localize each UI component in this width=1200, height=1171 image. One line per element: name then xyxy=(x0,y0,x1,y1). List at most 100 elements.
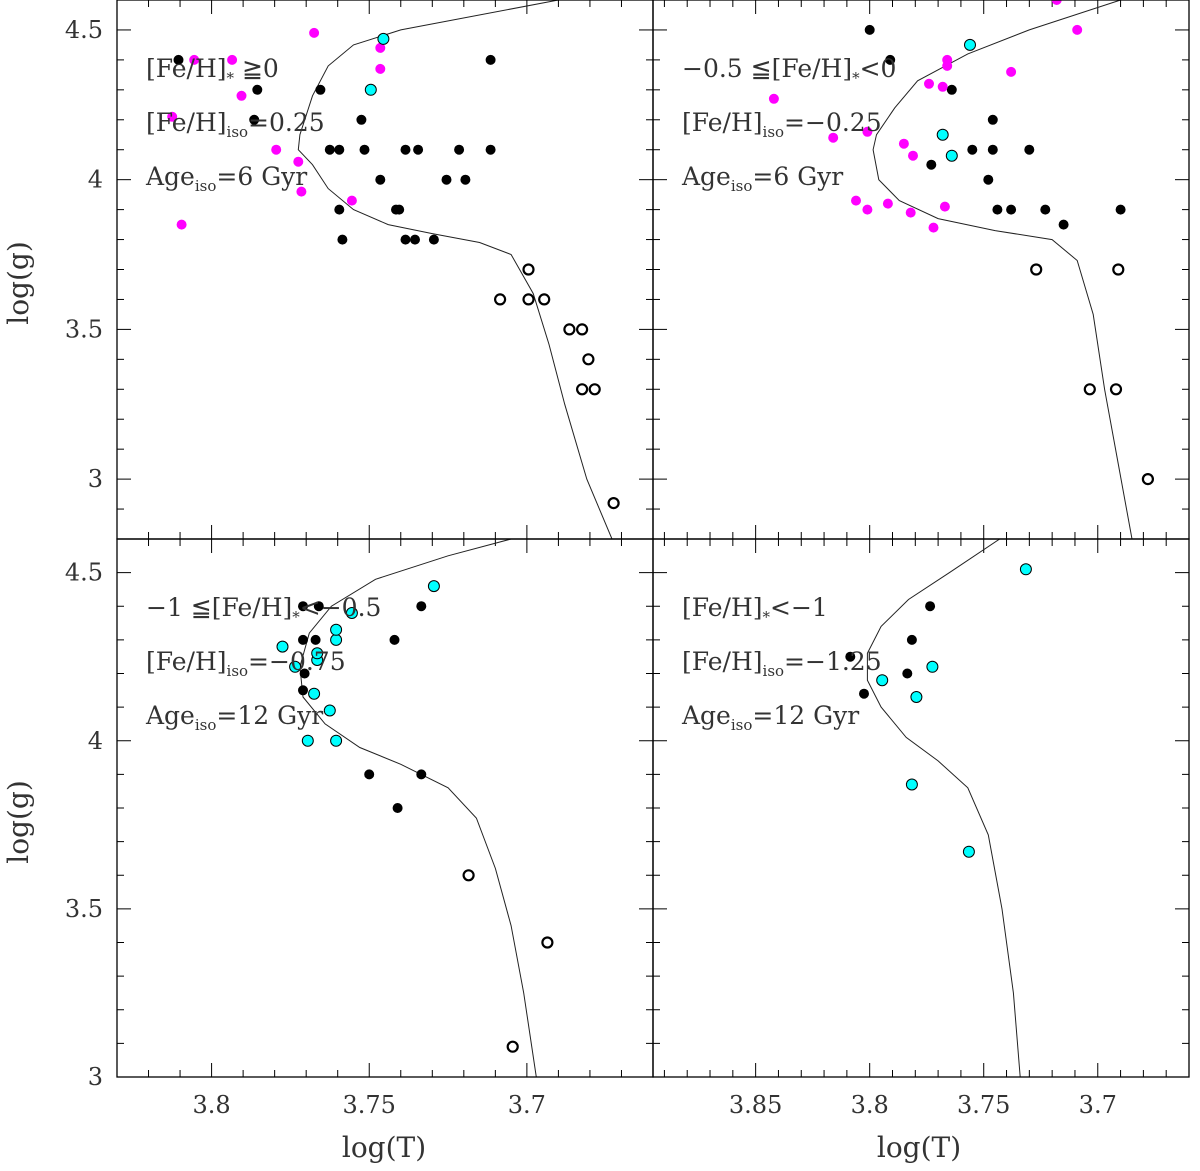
data-point-cyan xyxy=(962,845,975,858)
data-point-open xyxy=(522,293,535,306)
data-point-black xyxy=(845,651,856,662)
data-point-cyan xyxy=(276,640,289,653)
data-point-black xyxy=(485,144,496,155)
data-point-black xyxy=(1006,204,1017,215)
data-point-open xyxy=(575,323,589,336)
y-tick-label: 4.5 xyxy=(65,16,103,44)
data-point-magenta xyxy=(862,204,873,215)
x-tick-label: 3.75 xyxy=(343,1091,396,1119)
annotation-subscript: iso xyxy=(227,123,249,141)
annotation-main: Age xyxy=(681,701,731,730)
data-point-magenta xyxy=(937,81,948,92)
panel-bottom-right: 3.85 3.8 3.75 3.7[Fe/H]*<−1[Fe/H]iso=−1.25A… xyxy=(652,538,1190,1119)
annotation-subscript: * xyxy=(852,69,860,87)
data-point-open xyxy=(506,1040,519,1053)
annotation-main: −0.5 ≦[Fe/H] xyxy=(682,54,852,83)
data-point-black xyxy=(298,601,308,612)
data-point-cyan xyxy=(964,38,976,51)
annotation-main: [Fe/H] xyxy=(682,647,763,676)
data-point-cyan xyxy=(330,734,343,747)
data-point-black xyxy=(356,114,367,125)
data-point-black xyxy=(173,54,184,65)
data-point-black xyxy=(967,144,978,155)
data-point-black xyxy=(334,144,345,155)
annotation-rest: =12 Gyr xyxy=(216,701,323,730)
data-point-black xyxy=(400,144,411,155)
annotation-rest: =−0.75 xyxy=(248,647,346,676)
data-point-black xyxy=(410,234,420,245)
data-point-cyan xyxy=(330,623,343,636)
data-point-open xyxy=(522,263,535,276)
isochrone-line xyxy=(872,0,1133,539)
panel-annotation: −1 ≦[Fe/H]*<−0.5 xyxy=(146,593,381,626)
panel-annotation: Ageiso=12 Gyr xyxy=(145,701,323,734)
data-point-magenta xyxy=(1051,0,1062,5)
panel-annotation: Ageiso=12 Gyr xyxy=(681,701,859,734)
annotation-subscript: * xyxy=(292,608,300,626)
data-point-cyan xyxy=(910,691,923,703)
annotation-rest: =6 Gyr xyxy=(216,162,307,191)
annotation-subscript: iso xyxy=(731,716,753,734)
y-axis-title-top: log(g) xyxy=(2,241,35,325)
annotation-main: [Fe/H] xyxy=(682,593,763,622)
data-point-cyan xyxy=(1019,563,1032,576)
data-point-open xyxy=(462,869,475,882)
data-point-cyan xyxy=(926,660,939,673)
x-tick-label: 3.8 xyxy=(851,1091,889,1119)
y-tick-label: 4 xyxy=(88,166,103,194)
data-point-black xyxy=(946,84,957,95)
data-point-black xyxy=(249,114,260,125)
data-point-cyan xyxy=(345,607,358,619)
data-point-black xyxy=(416,769,427,780)
data-point-cyan xyxy=(308,687,321,700)
data-point-black xyxy=(298,634,308,645)
data-point-magenta xyxy=(1006,66,1017,77)
data-point-magenta xyxy=(189,54,200,65)
data-point-open xyxy=(538,293,551,306)
data-point-cyan xyxy=(289,660,302,673)
annotation-subscript: iso xyxy=(763,123,785,141)
data-point-black xyxy=(987,114,998,125)
data-point-black xyxy=(400,234,411,245)
data-point-black xyxy=(334,204,345,215)
panel-annotation: Ageiso=6 Gyr xyxy=(145,162,307,195)
data-point-magenta xyxy=(851,195,861,206)
panel-annotation: [Fe/H]* ≧0 xyxy=(146,54,279,87)
data-point-magenta xyxy=(1072,24,1083,35)
data-point-black xyxy=(252,84,263,95)
y-tick-label: 3 xyxy=(88,465,103,493)
data-point-black xyxy=(413,144,424,155)
data-point-black xyxy=(992,204,1003,215)
annotation-main: [Fe/H] xyxy=(146,54,227,83)
x-axis-title-right: log(T) xyxy=(877,1131,961,1164)
data-point-cyan xyxy=(945,149,958,162)
annotation-subscript: iso xyxy=(763,662,785,680)
data-point-black xyxy=(460,174,471,185)
annotation-rest: =−0.25 xyxy=(784,108,882,137)
data-point-cyan xyxy=(364,83,377,96)
data-point-black xyxy=(1024,144,1035,155)
data-point-black xyxy=(315,84,326,95)
annotation-main: −1 ≦[Fe/H] xyxy=(146,593,292,622)
data-point-black xyxy=(987,144,998,155)
y-tick-label: 4 xyxy=(88,727,103,755)
data-point-black xyxy=(859,688,869,699)
data-point-cyan xyxy=(936,128,949,141)
annotation-subscript: * xyxy=(227,69,235,87)
data-point-black xyxy=(1058,219,1069,230)
data-point-magenta xyxy=(924,78,934,89)
data-point-magenta xyxy=(271,144,282,155)
panel-annotation: Ageiso=6 Gyr xyxy=(681,162,843,195)
data-point-open xyxy=(1109,383,1123,396)
data-point-open xyxy=(575,383,589,396)
data-point-open xyxy=(1083,383,1096,396)
y-tick-label: 3.5 xyxy=(65,895,103,923)
y-axis-title-bottom: log(g) xyxy=(2,780,35,864)
y-tick-label: 4.5 xyxy=(65,559,103,587)
data-point-cyan xyxy=(301,734,314,747)
y-tick-label: 3.5 xyxy=(65,315,103,343)
annotation-main: Age xyxy=(145,701,195,730)
panel-bottom-left: 3 3.5 4 4.5 3.8 3.75 3.7 −1 ≦[Fe/H]*<−0.5 [Fe/H]… xyxy=(65,538,654,1119)
